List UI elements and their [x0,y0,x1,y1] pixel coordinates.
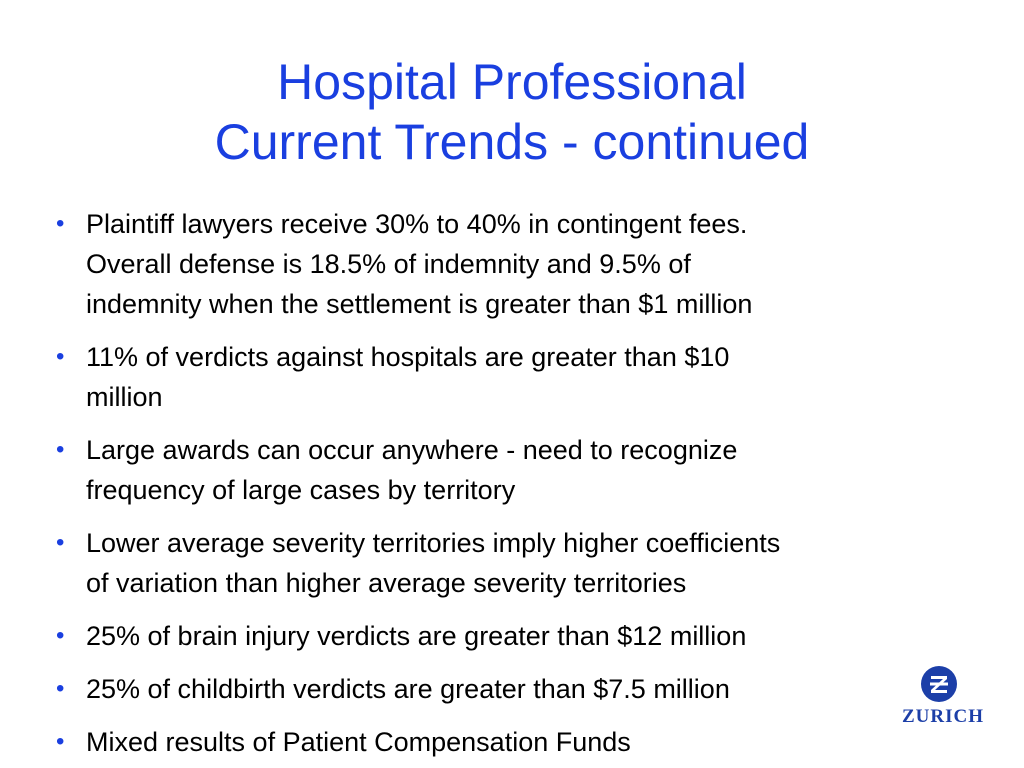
zurich-logo: ZURICH [893,666,993,736]
bullet-line: 11% of verdicts against hospitals are gr… [86,342,730,372]
bullet-item: • Lower average severity territories impl… [56,523,976,603]
bullet-icon: • [56,210,65,237]
zurich-logo-text: ZURICH [901,706,984,727]
bullet-line: Plaintiff lawyers receive 30% to 40% in … [86,209,748,239]
bullet-line: 25% of childbirth verdicts are greater t… [86,674,730,704]
bullet-line: Overall defense is 18.5% of indemnity an… [86,249,691,279]
bullet-icon: • [56,675,65,702]
title-line-2: Current Trends - continued [214,114,810,170]
bullet-icon: • [56,529,65,556]
bullet-line: Large awards can occur anywhere - need t… [86,435,738,465]
bullet-item: • Mixed results of Patient Compensation F… [56,722,976,762]
bullet-line: Lower average severity territories imply… [86,528,781,558]
bullet-item: • Plaintiff lawyers receive 30% to 40% in… [56,204,976,324]
bullet-icon: • [56,622,65,649]
bullet-icon: • [56,728,65,755]
title-line-1: Hospital Professional [277,54,747,110]
slide-title: Hospital Professional Current Trends - c… [0,52,1024,172]
bullet-line: of variation than higher average severit… [86,568,687,598]
bullet-line: frequency of large cases by territory [86,475,516,505]
bullet-list: • Plaintiff lawyers receive 30% to 40% in… [56,204,976,768]
zurich-emblem-icon [921,666,957,702]
bullet-line: million [86,382,163,412]
bullet-line: 25% of brain injury verdicts are greater… [86,621,747,651]
bullet-item: • 11% of verdicts against hospitals are g… [56,337,976,417]
bullet-icon: • [56,436,65,463]
bullet-item: • 25% of brain injury verdicts are greate… [56,616,976,656]
bullet-line: Mixed results of Patient Compensation Fu… [86,727,631,757]
bullet-item: • Large awards can occur anywhere - need … [56,430,976,510]
bullet-icon: • [56,343,65,370]
bullet-item: • 25% of childbirth verdicts are greater … [56,669,976,709]
bullet-line: indemnity when the settlement is greater… [86,289,753,319]
